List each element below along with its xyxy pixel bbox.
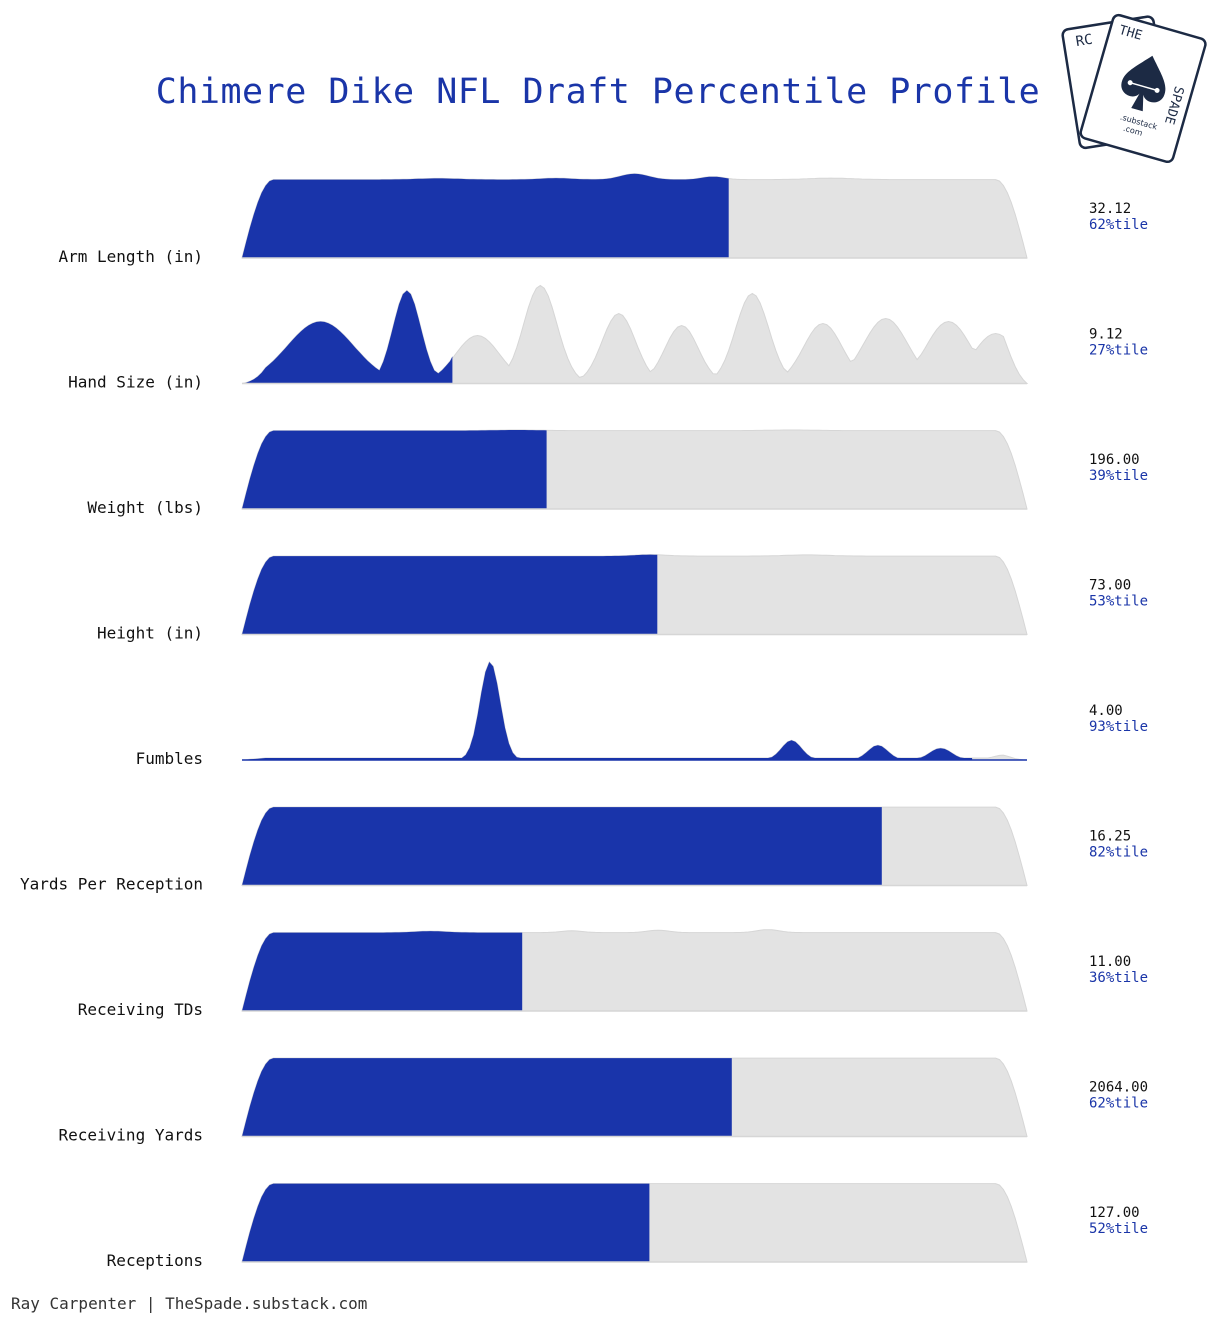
row-label: Yards Per Reception bbox=[20, 875, 203, 894]
row-label: Receiving TDs bbox=[78, 1000, 203, 1019]
row-percentile: 36%tile bbox=[1089, 970, 1148, 986]
logo-back-text: RC bbox=[1075, 32, 1094, 50]
row-value: 73.00 bbox=[1089, 578, 1131, 594]
row-percentile: 62%tile bbox=[1089, 1096, 1148, 1112]
density-area-filled bbox=[242, 931, 523, 1011]
row-value: 32.12 bbox=[1089, 201, 1131, 217]
chart-title: Chimere Dike NFL Draft Percentile Profil… bbox=[155, 72, 1041, 112]
row-label: Receiving Yards bbox=[59, 1126, 204, 1145]
density-area-filled bbox=[242, 290, 453, 384]
credit-text: Ray Carpenter | TheSpade.substack.com bbox=[11, 1294, 368, 1313]
row-value: 127.00 bbox=[1089, 1205, 1140, 1221]
row-label: Hand Size (in) bbox=[68, 373, 203, 392]
spade-icon bbox=[1121, 55, 1166, 112]
density-area-filled bbox=[242, 430, 547, 509]
row-percentile: 93%tile bbox=[1089, 719, 1148, 735]
row-value: 11.00 bbox=[1089, 954, 1131, 970]
row-label: Receptions bbox=[107, 1251, 203, 1270]
row-value: 16.25 bbox=[1089, 829, 1131, 845]
row-percentile: 62%tile bbox=[1089, 217, 1148, 233]
row-percentile: 82%tile bbox=[1089, 845, 1148, 861]
row-label: Arm Length (in) bbox=[59, 247, 204, 266]
row-value: 2064.00 bbox=[1089, 1080, 1148, 1096]
row-label: Height (in) bbox=[97, 624, 203, 643]
row-percentile: 27%tile bbox=[1089, 343, 1148, 359]
row-label: Weight (lbs) bbox=[87, 498, 203, 517]
the-spade-logo: RC THE SPADE .substack .com bbox=[1058, 8, 1208, 168]
row-percentile: 52%tile bbox=[1089, 1221, 1148, 1237]
row-percentile: 53%tile bbox=[1089, 594, 1148, 610]
density-area-empty bbox=[241, 661, 1028, 761]
density-area-filled bbox=[242, 173, 729, 258]
density-area-filled bbox=[242, 662, 973, 760]
density-area-filled bbox=[242, 1183, 650, 1262]
density-area-filled bbox=[242, 1058, 732, 1137]
row-value: 196.00 bbox=[1089, 452, 1140, 468]
row-value: 9.12 bbox=[1089, 327, 1123, 343]
row-value: 4.00 bbox=[1089, 703, 1123, 719]
density-area-filled bbox=[242, 554, 658, 635]
row-percentile: 39%tile bbox=[1089, 468, 1148, 484]
density-area-filled bbox=[242, 807, 882, 886]
logo-top-text: THE bbox=[1117, 23, 1144, 44]
row-label: Fumbles bbox=[136, 749, 203, 768]
